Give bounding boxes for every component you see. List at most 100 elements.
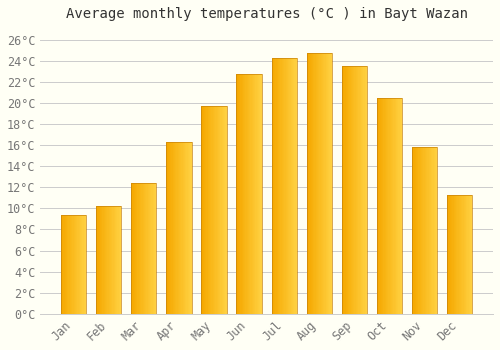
Bar [70,215,71,314]
Bar [105,206,106,314]
Bar [179,142,180,314]
Bar [116,206,117,314]
Bar [324,53,326,314]
Bar [272,57,297,314]
Bar [272,57,273,314]
Bar [327,53,328,314]
Title: Average monthly temperatures (°C ) in Bayt Wazan: Average monthly temperatures (°C ) in Ba… [66,7,468,21]
Bar [282,57,283,314]
Bar [258,75,259,314]
Bar [72,215,74,314]
Bar [377,98,378,314]
Bar [66,215,67,314]
Bar [430,147,431,314]
Bar [205,106,206,314]
Bar [138,183,140,314]
Bar [155,183,156,314]
Bar [260,75,262,314]
Bar [96,206,98,314]
Bar [202,106,204,314]
Bar [356,66,357,314]
Bar [81,215,82,314]
Bar [244,75,246,314]
Bar [342,66,367,314]
Bar [64,215,66,314]
Bar [108,206,110,314]
Bar [314,53,316,314]
Bar [148,183,149,314]
Bar [306,53,308,314]
Bar [357,66,358,314]
Bar [353,66,354,314]
Bar [142,183,144,314]
Bar [216,106,218,314]
Bar [120,206,122,314]
Bar [219,106,220,314]
Bar [212,106,214,314]
Bar [347,66,348,314]
Bar [62,215,64,314]
Bar [106,206,108,314]
Bar [253,75,254,314]
Bar [361,66,362,314]
Bar [458,195,460,314]
Bar [293,57,294,314]
Bar [309,53,310,314]
Bar [184,142,185,314]
Bar [82,215,84,314]
Bar [274,57,276,314]
Bar [286,57,287,314]
Bar [352,66,353,314]
Bar [131,183,132,314]
Bar [220,106,222,314]
Bar [141,183,142,314]
Bar [323,53,324,314]
Bar [465,195,466,314]
Bar [294,57,296,314]
Bar [182,142,184,314]
Bar [78,215,80,314]
Bar [131,183,156,314]
Bar [398,98,400,314]
Bar [320,53,322,314]
Bar [382,98,384,314]
Bar [454,195,455,314]
Bar [100,206,101,314]
Bar [176,142,178,314]
Bar [279,57,280,314]
Bar [61,215,62,314]
Bar [358,66,360,314]
Bar [348,66,350,314]
Bar [396,98,397,314]
Bar [346,66,347,314]
Bar [259,75,260,314]
Bar [115,206,116,314]
Bar [435,147,436,314]
Bar [312,53,313,314]
Bar [119,206,120,314]
Bar [61,215,86,314]
Bar [462,195,464,314]
Bar [421,147,422,314]
Bar [426,147,427,314]
Bar [343,66,344,314]
Bar [354,66,356,314]
Bar [366,66,367,314]
Bar [308,53,309,314]
Bar [360,66,361,314]
Bar [470,195,471,314]
Bar [185,142,186,314]
Bar [243,75,244,314]
Bar [84,215,85,314]
Bar [344,66,346,314]
Bar [170,142,172,314]
Bar [190,142,192,314]
Bar [310,53,312,314]
Bar [412,147,414,314]
Bar [236,75,238,314]
Bar [460,195,461,314]
Bar [146,183,148,314]
Bar [456,195,458,314]
Bar [209,106,210,314]
Bar [166,142,192,314]
